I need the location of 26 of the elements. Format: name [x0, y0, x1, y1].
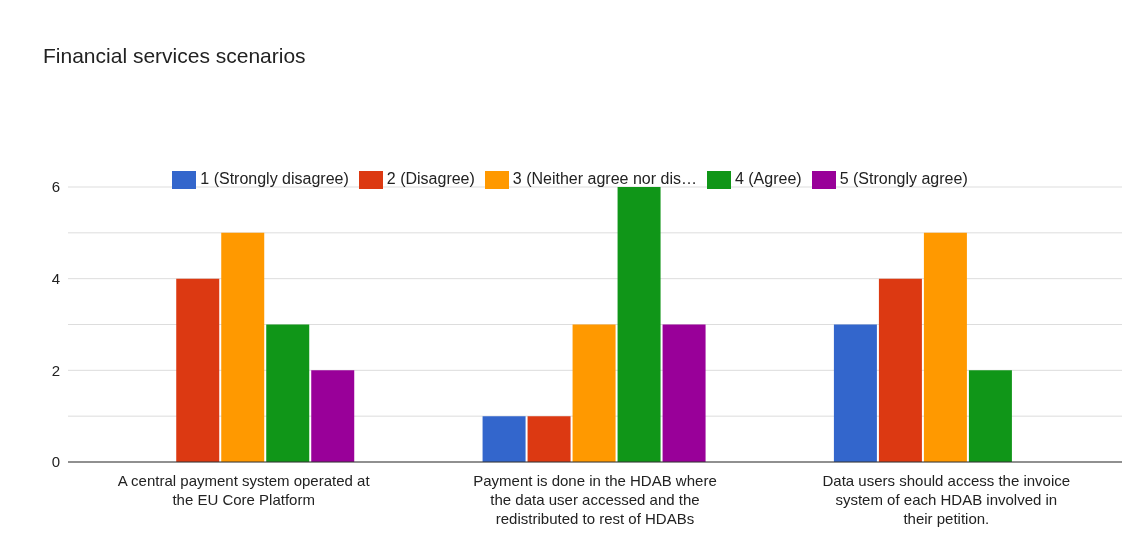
- bar: [482, 416, 526, 462]
- legend-label: 3 (Neither agree nor dis…: [512, 170, 697, 188]
- y-tick-label: 0: [51, 453, 60, 471]
- bar: [968, 370, 1012, 462]
- chart-title: Financial services scenarios: [43, 44, 306, 68]
- legend-label: 2 (Disagree): [386, 170, 475, 188]
- bar: [833, 324, 877, 462]
- bar: [176, 278, 220, 462]
- legend-label: 5 (Strongly agree): [839, 170, 968, 188]
- bar: [662, 324, 706, 462]
- x-tick-label: A central payment system operated at the EU Core Platform: [117, 472, 371, 508]
- bar: [266, 324, 310, 462]
- bar: [527, 416, 571, 462]
- legend-label: 1 (Strongly disagree): [200, 170, 349, 188]
- bar: [617, 187, 661, 462]
- y-tick-label: 6: [51, 178, 60, 196]
- legend-label: 4 (Agree): [734, 170, 802, 188]
- bar: [572, 324, 616, 462]
- bar: [311, 370, 355, 462]
- bar: [878, 278, 922, 462]
- y-tick-label: 4: [51, 269, 60, 287]
- bar: [221, 232, 265, 462]
- bar: [923, 232, 967, 462]
- x-tick-label: Payment is done in the HDAB where the data user accessed and the redistributed to rest of HDABs: [473, 472, 717, 527]
- x-tick-label: Data users should access the invoice system of each HDAB involved in their petition.: [822, 472, 1071, 527]
- y-tick-label: 2: [51, 361, 60, 379]
